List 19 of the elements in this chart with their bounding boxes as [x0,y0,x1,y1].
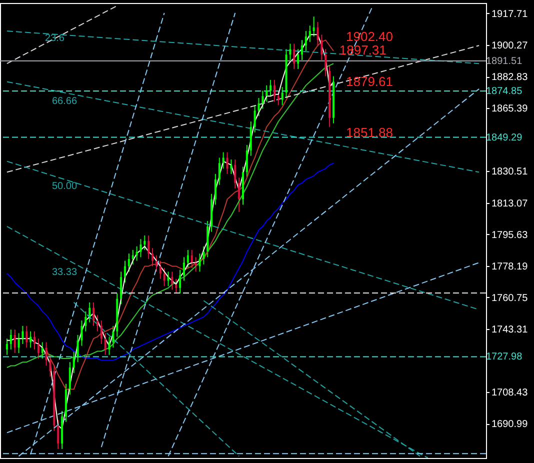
annotation: 1902.40 [346,29,393,44]
annotation: 66.66 [52,96,78,107]
y-tick-label: 1865.39 [492,104,528,115]
y-tick-label: 1743.31 [492,324,528,336]
y-tick-label: 1760.75 [492,292,528,304]
y-tick-label: 1795.63 [492,230,528,241]
y-tick-label: 1830.51 [492,166,528,178]
annotation: 33.33 [52,267,78,278]
annotation: 50.00 [52,181,78,192]
annotation: 1879.61 [346,74,393,89]
annotation: 1851.88 [346,125,393,140]
annotation: 1897.31 [339,42,386,58]
y-tick-label: 1778.19 [492,261,528,272]
y-tick-label: 1690.99 [492,419,528,430]
y-tick-label: 1917.71 [492,8,528,20]
y-tick-label: 1900.27 [492,40,528,52]
y-tick-label: 1882.83 [492,72,528,84]
y-tick-label: 1813.07 [492,198,528,210]
y-tick-label: 1708.43 [492,388,528,399]
